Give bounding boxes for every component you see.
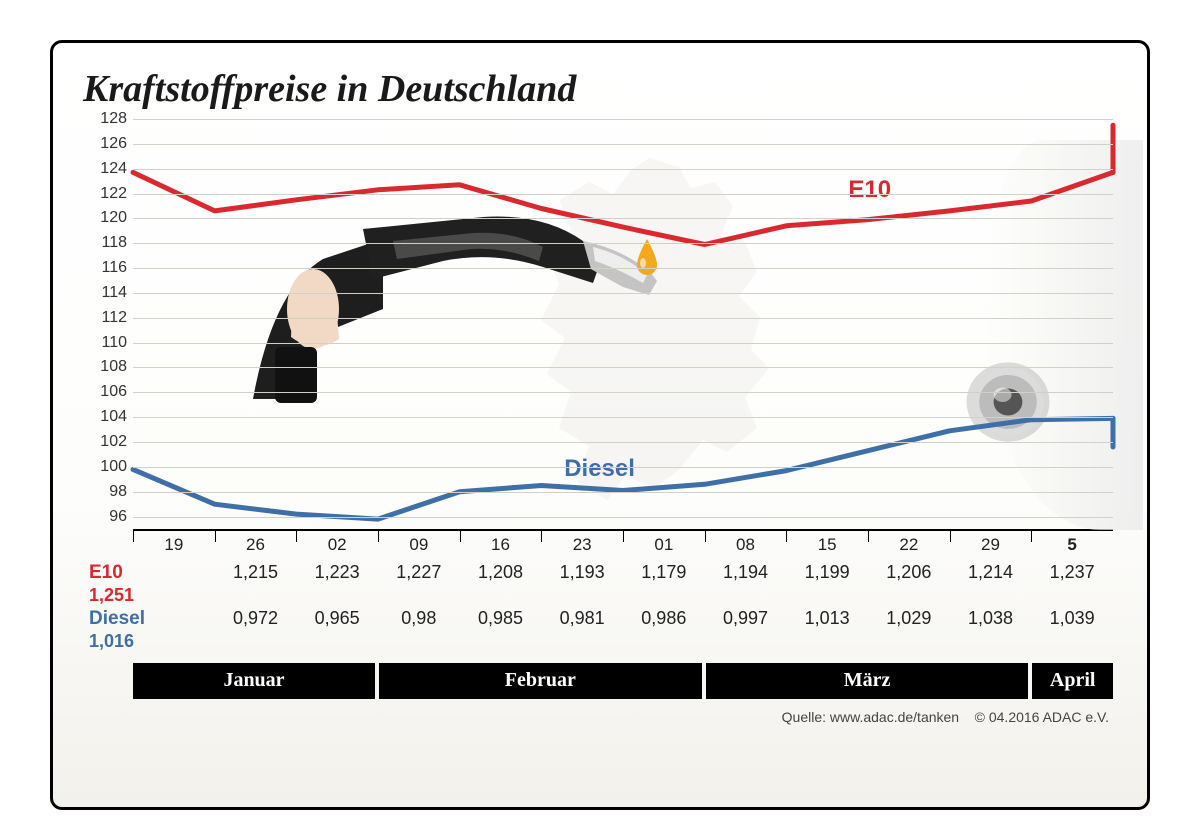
value-cell: 1,038 — [950, 607, 1032, 630]
y-tick-label: 100 — [100, 458, 127, 476]
x-axis-dates: 19260209162301081522295 — [133, 531, 1113, 555]
gridline — [133, 169, 1113, 170]
y-tick-label: 104 — [100, 408, 127, 426]
y-axis: 96 98 100 102 104 106 108 110 112 114 116 118 120 122… — [83, 119, 131, 529]
value-cell: 1,199 — [786, 561, 868, 584]
gridline — [133, 218, 1113, 219]
x-date: 02 — [296, 533, 378, 555]
month-segment: Februar — [379, 663, 702, 699]
gridline — [133, 467, 1113, 468]
x-date: 29 — [950, 533, 1032, 555]
value-cell: 0,972 — [215, 607, 297, 630]
y-tick-label: 126 — [100, 135, 127, 153]
value-cell: 1,016 — [89, 630, 133, 653]
value-cell: 1,039 — [1031, 607, 1113, 630]
x-date: 09 — [378, 533, 460, 555]
value-cell: 1,215 — [215, 561, 297, 584]
month-bar: JanuarFebruarMärzApril — [133, 663, 1113, 699]
y-tick-label: 112 — [101, 309, 127, 327]
table-row: E101,2151,2231,2271,2081,1931,1791,1941,… — [89, 561, 1113, 607]
gridline — [133, 243, 1113, 244]
x-date: 23 — [541, 533, 623, 555]
gridline — [133, 442, 1113, 443]
value-cell: 1,179 — [623, 561, 705, 584]
gridline — [133, 194, 1113, 195]
x-date: 08 — [705, 533, 787, 555]
value-cell: 1,208 — [460, 561, 542, 584]
value-cell: 1,227 — [378, 561, 460, 584]
gridline — [133, 343, 1113, 344]
y-tick-label: 118 — [101, 234, 127, 252]
value-cell: 1,029 — [868, 607, 950, 630]
value-cell: 1,194 — [705, 561, 787, 584]
x-date: 5 — [1031, 533, 1113, 555]
x-date: 16 — [460, 533, 542, 555]
value-cell: 0,965 — [296, 607, 378, 630]
y-tick-label: 106 — [100, 383, 127, 401]
value-cell: 1,237 — [1031, 561, 1113, 584]
y-tick-label: 124 — [100, 160, 127, 178]
value-cell: 1,214 — [950, 561, 1032, 584]
y-tick-label: 96 — [109, 508, 127, 526]
chart-wrap: 96 98 100 102 104 106 108 110 112 114 116 118 120 122… — [83, 119, 1117, 725]
data-table: E101,2151,2231,2271,2081,1931,1791,1941,… — [83, 561, 1117, 653]
source-line: Quelle: www.adac.de/tanken © 04.2016 ADA… — [83, 709, 1109, 725]
x-date: 15 — [786, 533, 868, 555]
row-label-e10: E10 — [89, 562, 133, 584]
gridline — [133, 492, 1113, 493]
gridline — [133, 119, 1113, 120]
value-cell: 0,981 — [541, 607, 623, 630]
gridline — [133, 144, 1113, 145]
gridline — [133, 392, 1113, 393]
value-cell: 1,193 — [541, 561, 623, 584]
row-label-diesel: Diesel — [89, 608, 133, 630]
value-cell: 1,223 — [296, 561, 378, 584]
month-segment: Januar — [133, 663, 375, 699]
value-cell: 0,997 — [705, 607, 787, 630]
infographic-frame: Kraftstoffpreise in Deutschland 96 98 100 1… — [50, 40, 1150, 810]
month-segment: April — [1032, 663, 1113, 699]
value-cell: 1,206 — [868, 561, 950, 584]
source-prefix: Quelle: — [782, 709, 826, 725]
gridline — [133, 268, 1113, 269]
series-label-e10: E10 — [848, 176, 891, 204]
y-tick-label: 120 — [100, 209, 127, 227]
y-tick-label: 114 — [101, 284, 127, 302]
gridline — [133, 517, 1113, 518]
y-tick-label: 102 — [100, 433, 127, 451]
gridline — [133, 417, 1113, 418]
source-copyright: © 04.2016 ADAC e.V. — [975, 709, 1109, 725]
x-date: 01 — [623, 533, 705, 555]
x-date: 22 — [868, 533, 950, 555]
plot-area: E10 Diesel — [133, 119, 1113, 529]
gridline — [133, 367, 1113, 368]
value-cell: 0,986 — [623, 607, 705, 630]
chart-title: Kraftstoffpreise in Deutschland — [83, 67, 1117, 111]
value-cell: 0,985 — [460, 607, 542, 630]
month-segment: März — [706, 663, 1029, 699]
value-cell: 1,251 — [89, 584, 133, 607]
table-row: Diesel 0,9720,9650,980,9850,9810,9860,997… — [89, 607, 1113, 653]
y-tick-label: 128 — [100, 110, 127, 128]
x-date: 19 — [133, 533, 215, 555]
source-url: www.adac.de/tanken — [830, 709, 959, 725]
y-tick-label: 122 — [100, 185, 127, 203]
y-tick-label: 98 — [109, 483, 127, 501]
value-cell: 0,98 — [378, 607, 460, 630]
x-date: 26 — [215, 533, 297, 555]
value-cell: 1,013 — [786, 607, 868, 630]
y-tick-label: 108 — [100, 358, 127, 376]
y-tick-label: 110 — [101, 334, 127, 352]
gridline — [133, 293, 1113, 294]
series-label-diesel: Diesel — [564, 455, 635, 483]
gridline — [133, 318, 1113, 319]
y-tick-label: 116 — [101, 259, 127, 277]
